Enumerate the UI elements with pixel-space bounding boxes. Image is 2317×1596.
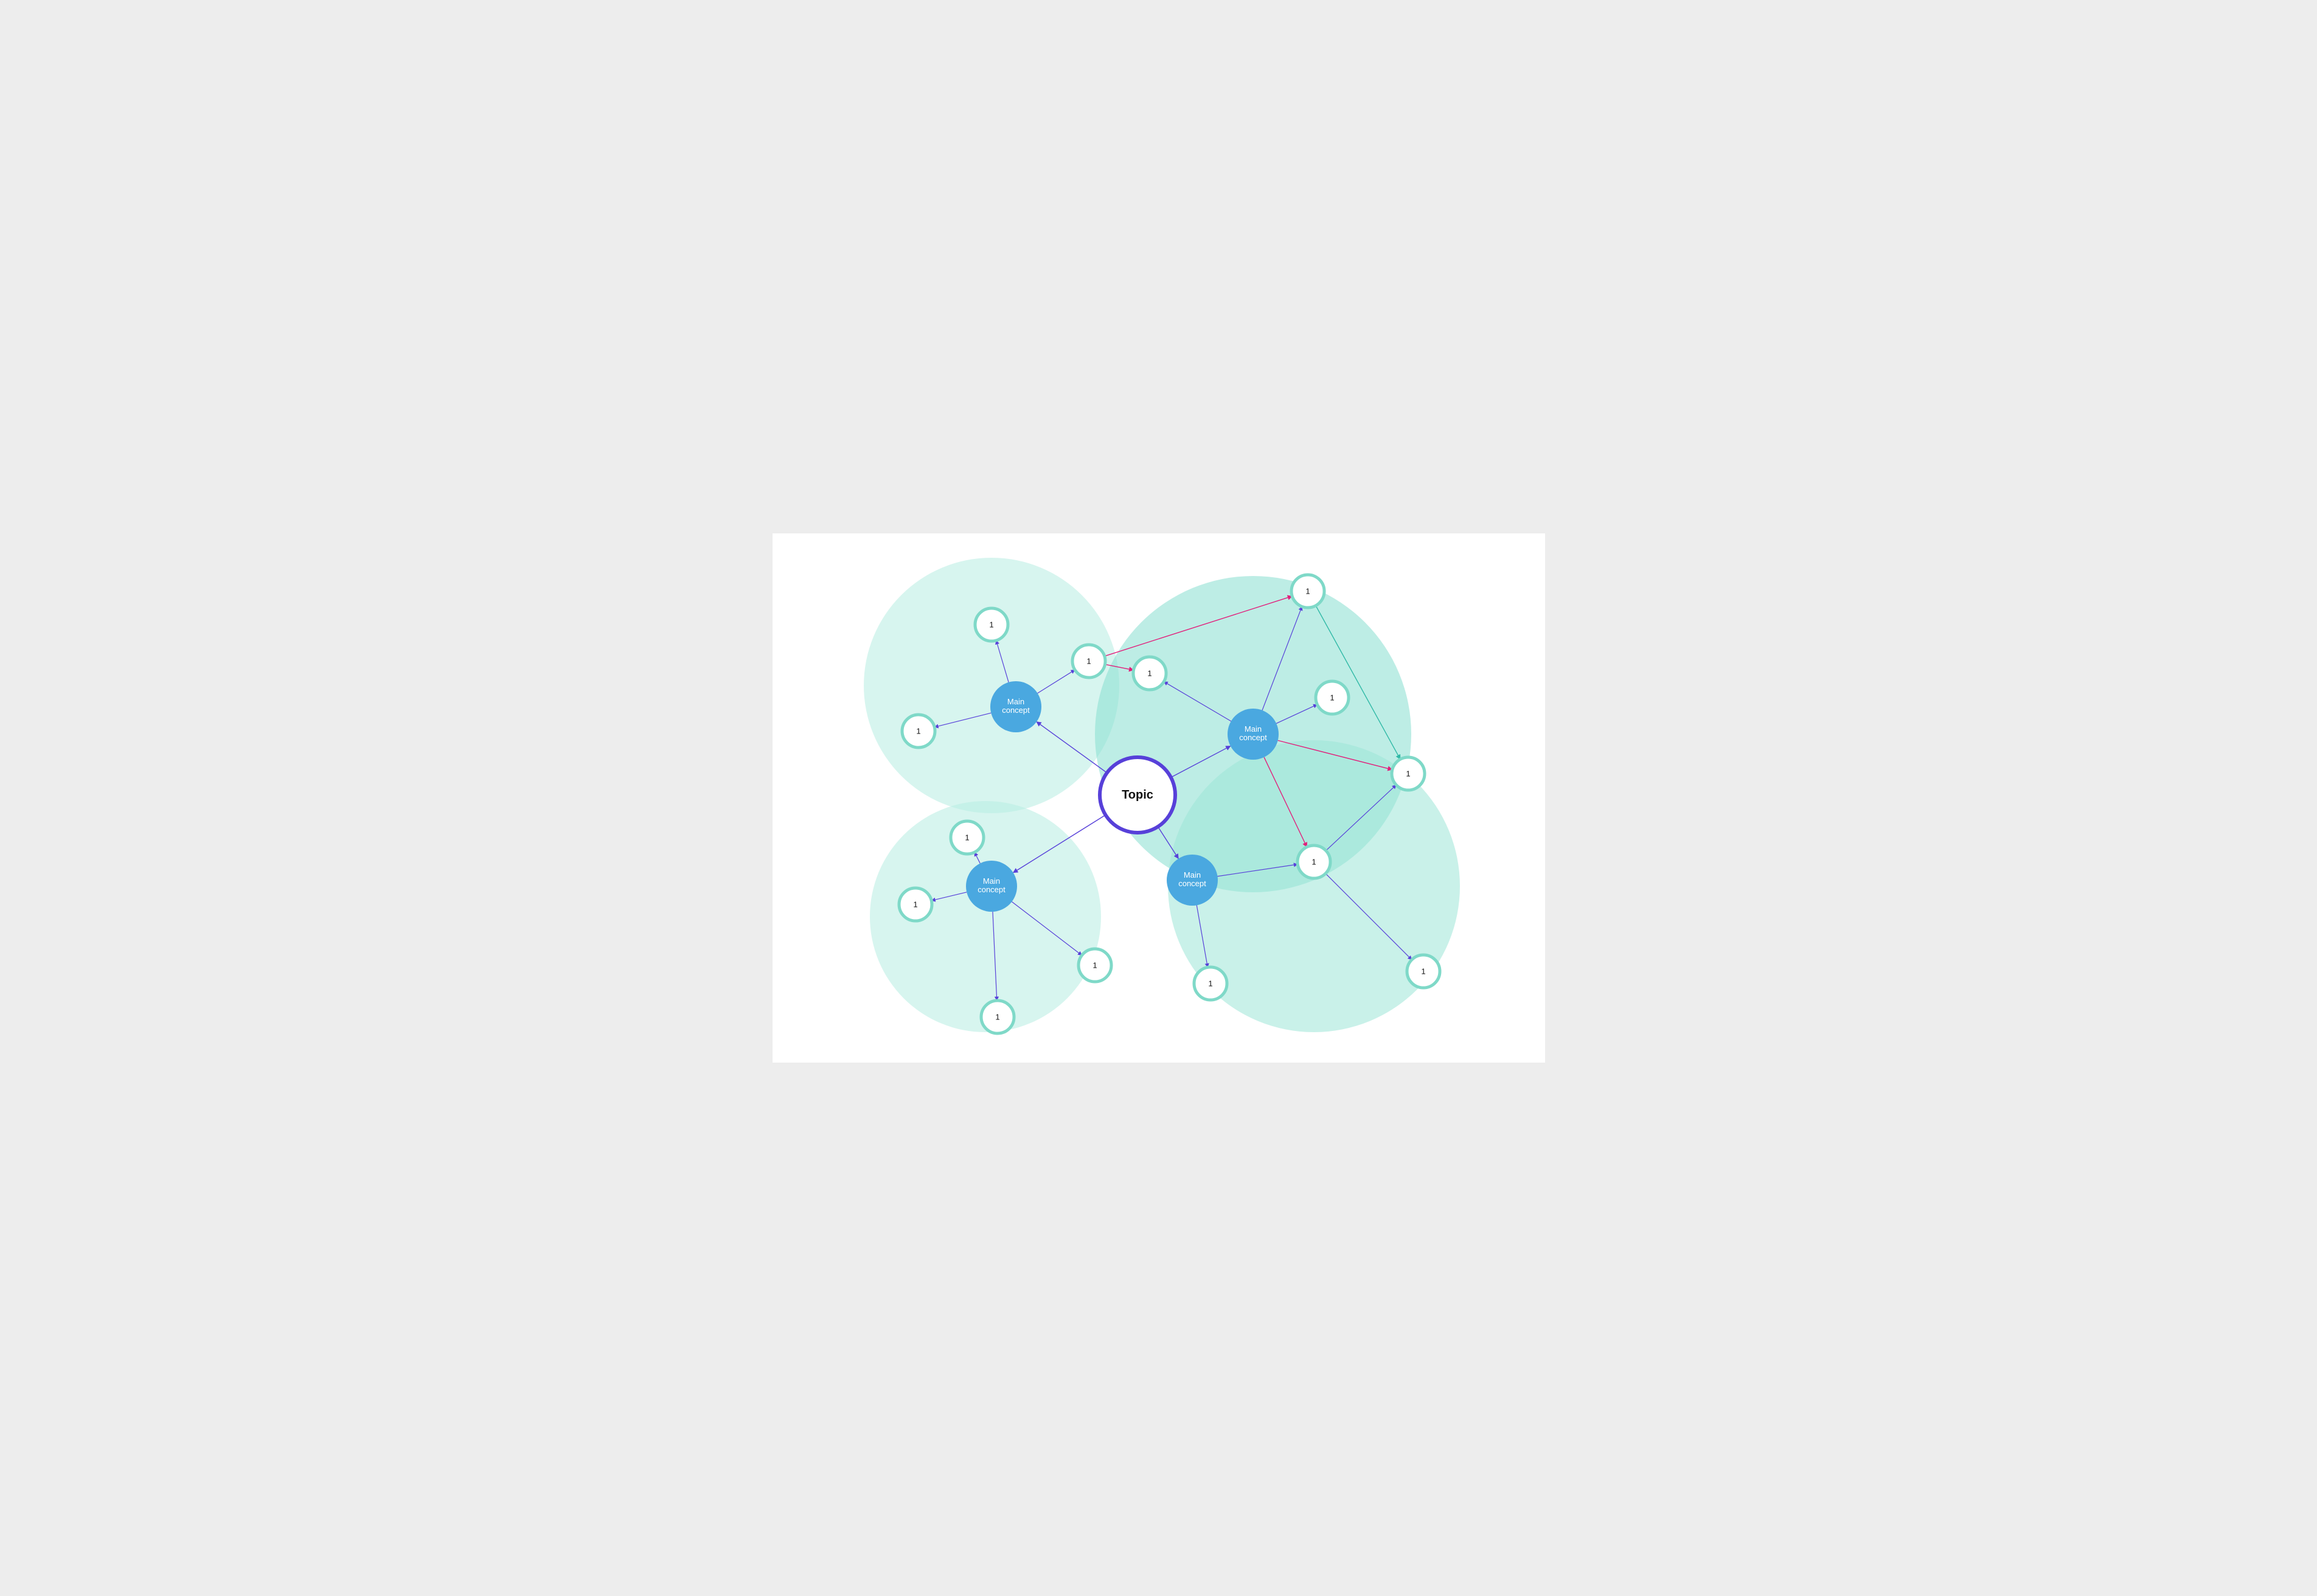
leaf-label: 1 bbox=[1421, 966, 1425, 976]
halo-halo-tl bbox=[864, 558, 1119, 813]
leaf-label: 1 bbox=[965, 833, 969, 842]
node-mc_br[interactable]: Mainconcept bbox=[1167, 855, 1218, 906]
node-l_tr_far[interactable]: 1 bbox=[1392, 757, 1425, 790]
node-l_bl2[interactable]: 1 bbox=[899, 888, 932, 921]
node-l_tl3[interactable]: 1 bbox=[902, 715, 935, 748]
leaf-label: 1 bbox=[1147, 668, 1152, 678]
node-l_br_b[interactable]: 1 bbox=[1194, 967, 1227, 1000]
leaf-label: 1 bbox=[989, 620, 993, 629]
leaf-label: 1 bbox=[1330, 693, 1334, 702]
leaf-label: 1 bbox=[1208, 979, 1212, 988]
topic-label: Topic bbox=[1122, 788, 1153, 802]
mindmap-network: Topic Mainconcept Mainconcept Mainconcept Ma… bbox=[773, 533, 1545, 1063]
node-l_mid[interactable]: 1 bbox=[1133, 657, 1166, 690]
node-l_tl2[interactable]: 1 bbox=[1072, 645, 1105, 678]
leaf-label: 1 bbox=[1086, 656, 1091, 665]
node-mc_tr[interactable]: Mainconcept bbox=[1228, 709, 1279, 760]
leaf-label: 1 bbox=[1406, 769, 1410, 778]
node-l_tl1[interactable]: 1 bbox=[975, 608, 1008, 641]
leaf-label: 1 bbox=[916, 726, 920, 735]
node-l_br_c[interactable]: 1 bbox=[1297, 845, 1330, 878]
node-l_tr_top[interactable]: 1 bbox=[1291, 575, 1324, 608]
node-mc_bl[interactable]: Mainconcept bbox=[966, 861, 1017, 912]
leaf-label: 1 bbox=[1092, 960, 1097, 970]
leaf-label: 1 bbox=[1305, 586, 1310, 595]
node-l_tr_r[interactable]: 1 bbox=[1316, 681, 1349, 714]
node-l_br_r[interactable]: 1 bbox=[1407, 955, 1440, 988]
node-mc_tl[interactable]: Mainconcept bbox=[990, 681, 1041, 732]
leaf-label: 1 bbox=[913, 900, 917, 909]
leaf-label: 1 bbox=[1311, 857, 1316, 866]
node-l_bl3[interactable]: 1 bbox=[981, 1001, 1014, 1033]
diagram-canvas: Topic Mainconcept Mainconcept Mainconcept Ma… bbox=[773, 533, 1545, 1063]
leaf-label: 1 bbox=[995, 1012, 999, 1021]
node-topic[interactable]: Topic bbox=[1100, 757, 1175, 833]
node-l_bl4[interactable]: 1 bbox=[1079, 949, 1111, 982]
node-l_bl1[interactable]: 1 bbox=[951, 821, 984, 854]
